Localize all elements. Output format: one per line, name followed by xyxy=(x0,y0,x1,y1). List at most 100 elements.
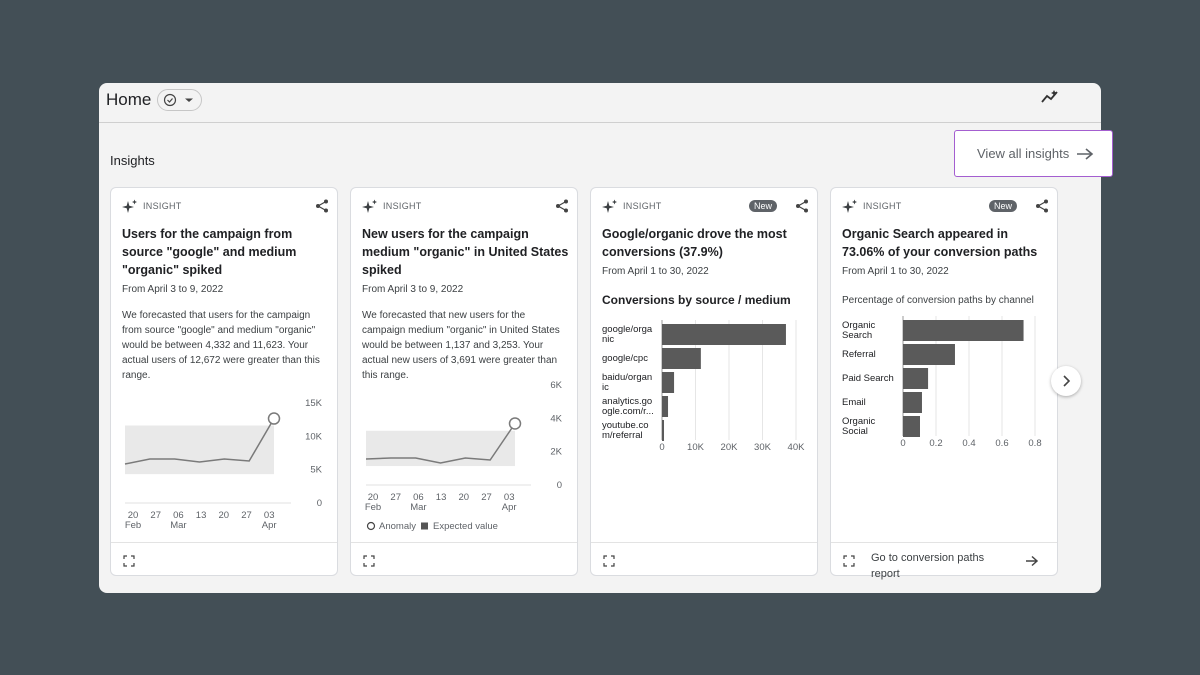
sparkle-icon xyxy=(122,199,137,213)
anomaly-point xyxy=(267,412,281,425)
x-tick-label: 0 xyxy=(900,438,905,449)
x-tick-label: 13 xyxy=(436,492,447,503)
expand-wrap[interactable] xyxy=(363,554,375,572)
bar xyxy=(662,420,665,441)
sparkle xyxy=(1051,90,1057,96)
corners xyxy=(363,555,375,567)
sparkle-icon xyxy=(842,199,857,213)
bar xyxy=(662,324,786,345)
expand-icon[interactable] xyxy=(603,555,615,567)
chart-title: Conversions by source / medium xyxy=(602,293,791,307)
card-body: We forecasted that users for the campaig… xyxy=(122,310,320,381)
insight-badge: INSIGHT xyxy=(623,201,662,211)
sparkle-wrap xyxy=(362,199,378,220)
view-all-button[interactable]: View all insights xyxy=(954,130,1113,177)
x-tick-month: Mar xyxy=(410,502,426,513)
sparkle xyxy=(362,199,377,213)
expand-wrap[interactable] xyxy=(603,554,615,572)
insight-badge: INSIGHT xyxy=(863,201,902,211)
card-text: Users for the campaign from source "goog… xyxy=(122,225,330,383)
x-tick-month: Feb xyxy=(365,502,381,513)
insight-card: INSIGHT New Google/organic drove the most … xyxy=(590,187,818,576)
card-footer-divider xyxy=(831,542,1057,543)
share-lines xyxy=(797,200,807,212)
share-icon[interactable] xyxy=(795,199,809,213)
share-wrap[interactable] xyxy=(1035,199,1049,218)
share-icon[interactable] xyxy=(555,199,569,213)
status-chip[interactable] xyxy=(157,89,202,111)
card-title: Organic Search appeared in 73.06% of you… xyxy=(842,227,1038,259)
next-button[interactable] xyxy=(1051,366,1081,396)
share-icon[interactable] xyxy=(315,199,329,213)
share-lines xyxy=(557,200,567,212)
x-tick-label: 0.6 xyxy=(995,438,1008,449)
category-label: Organic Social xyxy=(842,415,876,437)
y-tick-label: 0 xyxy=(557,480,562,491)
expected-band xyxy=(366,430,515,467)
home-panel: Home Insights INSIGHT Users for the campa… xyxy=(99,83,1101,593)
share-icon[interactable] xyxy=(1035,199,1049,213)
x-tick-label: 10K xyxy=(687,442,705,453)
category-label: Paid Search xyxy=(842,372,894,384)
x-tick-month: Apr xyxy=(502,502,517,513)
x-tick-label: 40K xyxy=(788,442,806,453)
share-wrap[interactable] xyxy=(555,199,569,218)
card-title: New users for the campaign medium "organ… xyxy=(362,227,569,277)
expand-wrap[interactable] xyxy=(843,554,855,572)
arrow xyxy=(1077,147,1094,160)
y-tick-label: 10K xyxy=(305,431,323,442)
corners xyxy=(603,555,615,567)
check xyxy=(167,98,173,103)
x-tick-label: 20K xyxy=(721,442,739,453)
x-tick-label: 0.8 xyxy=(1028,438,1041,449)
sparkle-wrap xyxy=(842,199,858,220)
next-icon xyxy=(1063,375,1071,387)
card-footer-divider xyxy=(351,542,577,543)
x-tick-label: 06 xyxy=(173,510,184,521)
category-label: baidu/organic xyxy=(602,371,653,393)
divider xyxy=(99,122,1101,123)
expand-icon[interactable] xyxy=(123,555,135,567)
chart-box: 0 5K 10K 15K 20 Feb 27 06 Mar 13 20 27 03 Apr xyxy=(111,378,337,538)
new-badge: New xyxy=(749,200,778,212)
card-title: Google/organic drove the most conversion… xyxy=(602,227,787,259)
bar xyxy=(903,320,1024,341)
insights-icon[interactable] xyxy=(1041,89,1061,105)
category-label: google/organic xyxy=(602,323,653,345)
new-badge: New xyxy=(989,200,1018,212)
page-title: Home xyxy=(106,90,152,109)
dropdown-arrow xyxy=(185,98,193,102)
insight-badge: INSIGHT xyxy=(143,201,182,211)
bar xyxy=(662,348,701,369)
category-label: Email xyxy=(842,396,866,408)
legend-anomaly-icon xyxy=(366,521,376,531)
footer-link[interactable]: Go to conversion paths report xyxy=(871,552,985,580)
footer-arrow[interactable] xyxy=(1025,554,1039,572)
bar xyxy=(903,344,955,365)
y-tick-label: 15K xyxy=(305,398,323,409)
y-tick-label: 0 xyxy=(317,498,322,509)
x-tick-label: 0 xyxy=(659,442,664,453)
sparkle-wrap xyxy=(602,199,618,220)
share-wrap[interactable] xyxy=(795,199,809,218)
x-tick-month: Apr xyxy=(262,520,277,531)
legend-expected-icon xyxy=(421,522,428,530)
arrow xyxy=(1026,555,1039,567)
x-tick-label: 27 xyxy=(241,510,252,521)
sparkle-wrap xyxy=(122,199,138,220)
x-tick-label: 20 xyxy=(459,492,470,503)
x-tick-month: Feb xyxy=(125,520,141,531)
expand-icon[interactable] xyxy=(363,555,375,567)
expand-icon[interactable] xyxy=(843,555,855,567)
category-label: Referral xyxy=(842,348,876,360)
share-wrap[interactable] xyxy=(315,199,329,218)
expand-wrap[interactable] xyxy=(123,554,135,572)
insight-card: INSIGHT New Organic Search appeared in 73.… xyxy=(830,187,1058,580)
arrow-icon xyxy=(1077,147,1094,160)
y-tick-label: 5K xyxy=(310,465,322,476)
chevron xyxy=(1063,375,1071,387)
share-lines xyxy=(1037,200,1047,212)
category-label: google/cpc xyxy=(602,352,648,364)
